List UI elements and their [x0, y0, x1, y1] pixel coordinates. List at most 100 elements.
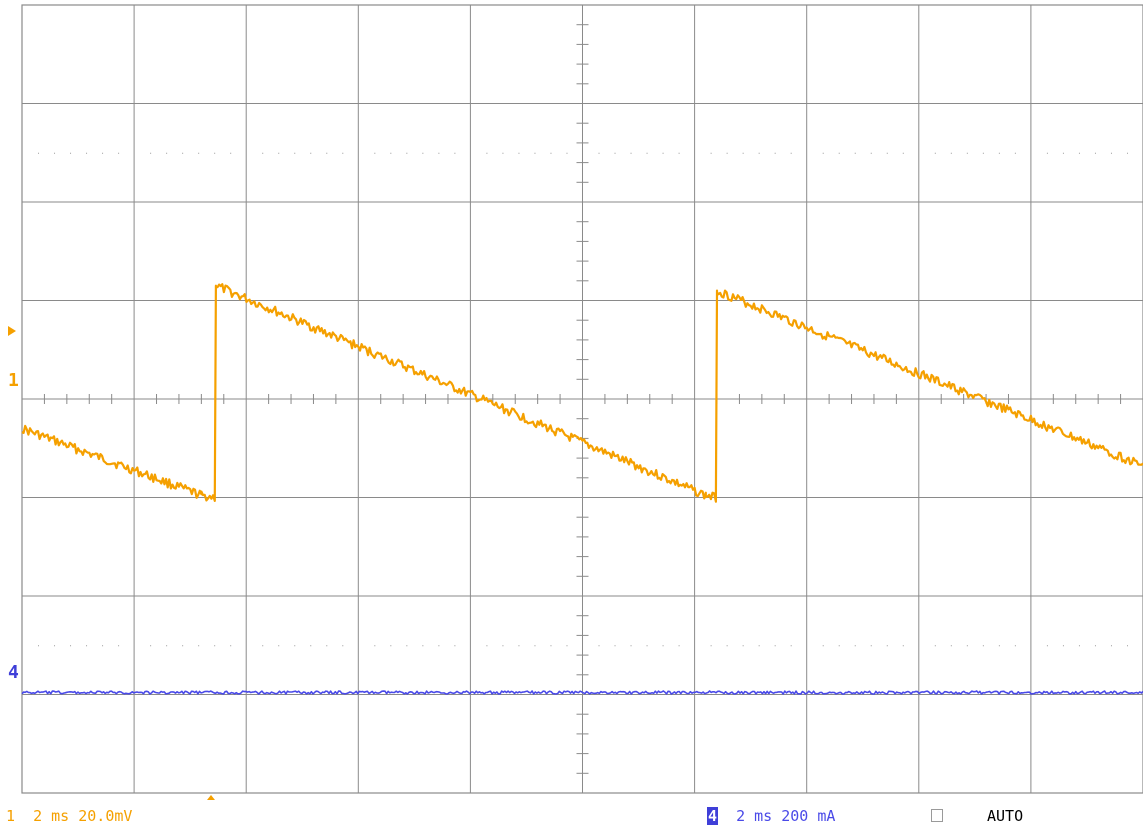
graticule-dot: [678, 645, 680, 647]
graticule-dot: [566, 152, 568, 154]
ch4-label: 4: [707, 807, 719, 825]
graticule-dot: [1110, 152, 1112, 154]
graticule-dot: [854, 645, 856, 647]
graticule-dot: [630, 152, 632, 154]
graticule-dot: [982, 152, 984, 154]
graticule-dot: [118, 152, 120, 154]
ch4-scale: 200 mA: [781, 807, 836, 825]
graticule-dot: [982, 645, 984, 647]
ch1-timebase: 2 ms: [33, 807, 70, 825]
graticule-dot: [294, 645, 296, 647]
graticule-dot: [550, 645, 552, 647]
graticule-dot: [502, 645, 504, 647]
graticule-dot: [742, 645, 744, 647]
graticule-dot: [342, 152, 344, 154]
graticule-dot: [230, 152, 232, 154]
ch4-timebase: 2 ms: [736, 807, 773, 825]
graticule-dot: [854, 152, 856, 154]
graticule-dot: [166, 152, 168, 154]
graticule-dot: [710, 645, 712, 647]
graticule-dot: [86, 645, 88, 647]
ch1-status: 1 2 ms 20.0mV: [6, 804, 132, 828]
graticule-dot: [1126, 645, 1128, 647]
graticule-dot: [758, 152, 760, 154]
graticule-dot: [518, 645, 520, 647]
graticule-dot: [518, 152, 520, 154]
graticule-dot: [550, 152, 552, 154]
graticule-dot: [54, 152, 56, 154]
trace-ch4: [21, 690, 1143, 695]
graticule-dot: [70, 152, 72, 154]
graticule-dot: [502, 152, 504, 154]
graticule-dot: [406, 152, 408, 154]
ch1-scale: 20.0mV: [78, 807, 133, 825]
graticule-dot: [726, 645, 728, 647]
graticule-dot: [390, 645, 392, 647]
graticule-dot: [262, 152, 264, 154]
graticule-dot: [966, 152, 968, 154]
graticule: [21, 4, 1143, 794]
graticule-dot: [598, 645, 600, 647]
graticule-dot: [966, 645, 968, 647]
graticule-dot: [598, 152, 600, 154]
markers: 1 4: [8, 326, 215, 800]
graticule-dot: [886, 645, 888, 647]
trace-ch1: [21, 283, 1143, 503]
graticule-dot: [326, 645, 328, 647]
graticule-dot: [998, 645, 1000, 647]
graticule-dot: [182, 645, 184, 647]
graticule-dot: [950, 645, 952, 647]
graticule-dot: [1094, 152, 1096, 154]
graticule-dot: [790, 152, 792, 154]
graticule-dot: [166, 645, 168, 647]
traces: [21, 283, 1143, 695]
graticule-dot: [710, 152, 712, 154]
graticule-dot: [278, 152, 280, 154]
graticule-dot: [86, 152, 88, 154]
graticule-dot: [614, 152, 616, 154]
graticule-dot: [662, 152, 664, 154]
graticule-dot: [822, 152, 824, 154]
graticule-dot: [1014, 152, 1016, 154]
graticule-dot: [214, 645, 216, 647]
graticule-dot: [1014, 645, 1016, 647]
graticule-dot: [566, 645, 568, 647]
graticule-dot: [422, 645, 424, 647]
graticule-dot: [534, 645, 536, 647]
graticule-dot: [534, 152, 536, 154]
graticule-dot: [182, 152, 184, 154]
graticule-dot: [118, 645, 120, 647]
graticule-dot: [438, 645, 440, 647]
graticule-dot: [934, 152, 936, 154]
graticule-dot: [374, 152, 376, 154]
graticule-dot: [838, 645, 840, 647]
graticule-dot: [102, 152, 104, 154]
graticule-dot: [886, 152, 888, 154]
graticule-dot: [294, 152, 296, 154]
trigger-mode: AUTO: [987, 807, 1024, 825]
graticule-dot: [486, 152, 488, 154]
graticule-dot: [678, 152, 680, 154]
trigger-level-marker: [8, 326, 16, 336]
graticule-dot: [70, 645, 72, 647]
graticule-dot: [390, 152, 392, 154]
graticule-dot: [726, 152, 728, 154]
graticule-dot: [454, 152, 456, 154]
graticule-dot: [742, 152, 744, 154]
graticule-dot: [1110, 645, 1112, 647]
graticule-dot: [1062, 152, 1064, 154]
graticule-dot: [454, 645, 456, 647]
graticule-dot: [38, 645, 40, 647]
graticule-dot: [438, 152, 440, 154]
graticule-dot: [150, 645, 152, 647]
graticule-dot: [1094, 645, 1096, 647]
graticule-dot: [326, 152, 328, 154]
graticule-dot: [422, 152, 424, 154]
graticule-dot: [838, 152, 840, 154]
graticule-dot: [150, 152, 152, 154]
graticule-dot: [630, 645, 632, 647]
ch4-status: 4 2 ms 200 mA: [707, 804, 835, 828]
graticule-dot: [1078, 645, 1080, 647]
graticule-dot: [198, 152, 200, 154]
